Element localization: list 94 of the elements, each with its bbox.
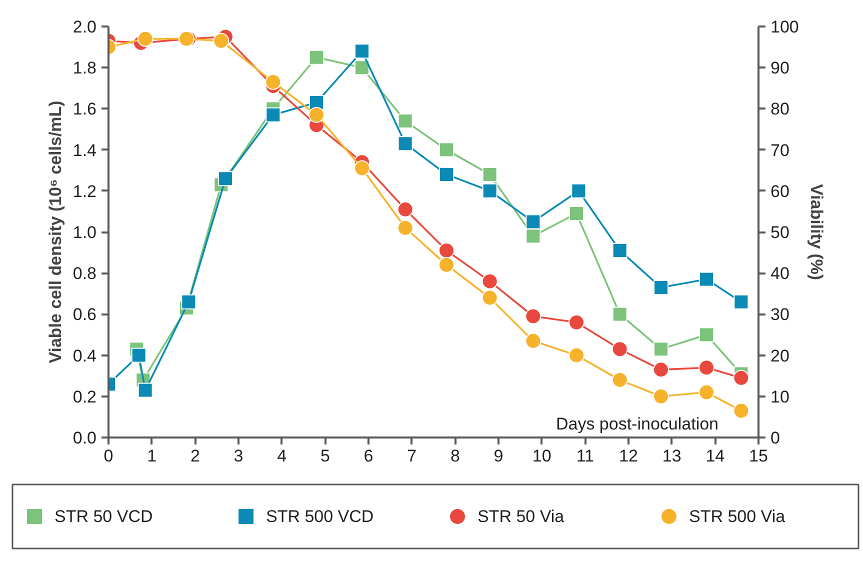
y-tick-label: 1.4: [72, 140, 97, 160]
point: [526, 214, 541, 230]
x-tick-label: 1: [147, 446, 157, 466]
point: [439, 166, 454, 182]
point: [398, 114, 413, 129]
point: [733, 370, 750, 386]
point: [265, 74, 282, 90]
point: [525, 308, 542, 324]
y-tick-label: 0.2: [72, 387, 97, 406]
point: [266, 107, 281, 122]
y-tick-label: 1.0: [72, 223, 97, 242]
point: [482, 166, 498, 182]
y2-tick-label: 70: [770, 140, 790, 160]
point: [699, 327, 714, 342]
point: [354, 160, 370, 176]
point: [698, 360, 714, 376]
point: [612, 242, 628, 258]
point: [213, 32, 230, 49]
x-tick-label: 5: [320, 446, 330, 466]
point: [612, 372, 628, 388]
legend-label: STR 500 Via: [689, 507, 786, 526]
y2-tick-label: 20: [770, 346, 790, 366]
y-tick-label: 0.6: [72, 305, 97, 324]
x-tick-label: 0: [104, 446, 114, 466]
point: [526, 228, 541, 244]
point: [354, 44, 370, 59]
point: [571, 183, 586, 198]
y2-tick-label: 60: [770, 182, 790, 201]
point: [439, 142, 454, 158]
y-tick-label: 0.4: [72, 346, 97, 366]
x-tick-label: 3: [234, 446, 244, 466]
point: [568, 347, 584, 364]
y-tick-label: 0.8: [72, 264, 97, 284]
point: [612, 341, 628, 358]
point: [568, 314, 584, 330]
point: [181, 294, 196, 310]
x-axis-title: Days post-inoculation: [556, 414, 718, 434]
point: [138, 382, 153, 398]
point: [438, 256, 454, 273]
y2-tick-label: 10: [770, 387, 790, 406]
x-tick-label: 8: [450, 446, 460, 466]
x-tick-label: 6: [364, 446, 374, 466]
x-tick-label: 15: [749, 446, 768, 466]
x-tick-label: 13: [662, 446, 682, 466]
point: [653, 362, 669, 378]
y2-axis-title: Viability (%): [806, 184, 826, 280]
x-tick-label: 10: [532, 446, 552, 466]
y2-tick-label: 30: [770, 305, 790, 324]
point: [482, 290, 498, 306]
y2-tick-label: 80: [770, 100, 790, 119]
point: [734, 294, 749, 310]
point: [699, 272, 714, 287]
point: [525, 332, 542, 349]
y-tick-label: 2.0: [72, 18, 97, 36]
x-tick-label: 12: [619, 446, 638, 466]
point: [354, 60, 370, 76]
point: [612, 306, 628, 322]
legend-label: STR 50 Via: [478, 507, 565, 526]
point: [654, 280, 668, 295]
x-tick-label: 4: [277, 446, 287, 466]
legend-label: STR 500 VCD: [266, 507, 374, 526]
y-tick-label: 0.0: [72, 428, 97, 448]
point: [569, 206, 584, 222]
y-axis-title: Viable cell density (10⁶ cells/mL): [46, 100, 65, 364]
point: [438, 242, 454, 258]
point: [397, 220, 414, 236]
point: [131, 348, 146, 363]
point: [218, 171, 233, 186]
y-tick-label: 1.6: [72, 100, 97, 119]
x-tick-label: 9: [494, 446, 504, 466]
y2-tick-label: 0: [770, 428, 780, 448]
y-tick-label: 1.8: [72, 58, 97, 78]
point: [482, 273, 498, 290]
x-tick-label: 11: [576, 446, 594, 466]
point: [698, 384, 714, 400]
y2-tick-label: 40: [770, 264, 790, 284]
x-tick-label: 14: [706, 446, 725, 466]
point: [308, 106, 324, 123]
y-tick-label: 1.2: [72, 182, 97, 201]
legend-label: STR 50 VCD: [54, 507, 153, 526]
y2-tick-label: 100: [770, 18, 799, 36]
x-tick-label: 2: [190, 446, 200, 466]
point: [482, 183, 498, 198]
point: [397, 201, 414, 218]
y2-tick-label: 90: [770, 58, 790, 78]
point: [178, 30, 194, 47]
point: [733, 402, 750, 419]
point: [137, 30, 154, 47]
point: [309, 50, 324, 65]
x-tick-label: 7: [407, 446, 417, 466]
point: [654, 342, 668, 357]
point: [653, 388, 669, 404]
point: [398, 136, 413, 152]
y2-tick-label: 50: [770, 223, 790, 242]
